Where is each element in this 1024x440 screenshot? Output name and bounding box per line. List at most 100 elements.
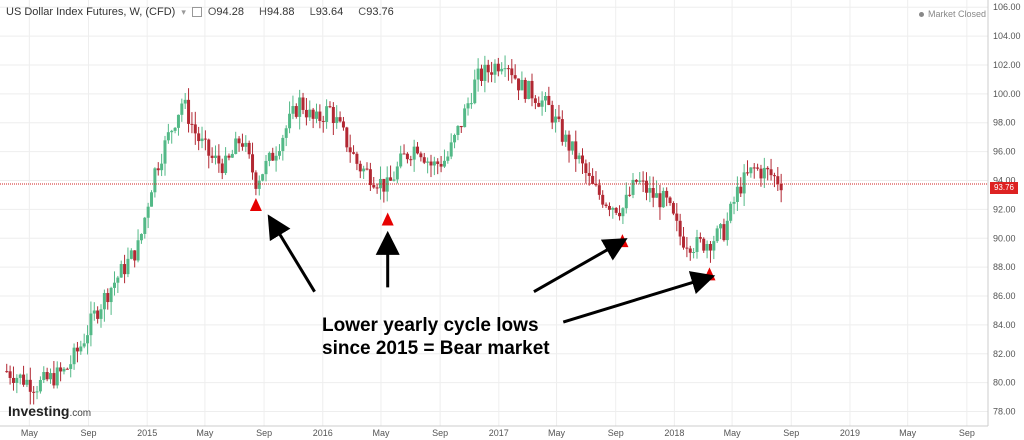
candle-body [537,102,541,107]
candle-body [550,104,554,123]
candle-body [729,203,733,221]
candle-body [163,140,167,164]
high-label: H [259,6,267,18]
candle-body [419,153,423,158]
candle-body [372,185,376,188]
candle-body [688,248,692,253]
candle-body [500,68,504,72]
instrument-title[interactable]: US Dollar Index Futures, W, (CFD) [6,6,176,18]
logo-text: Investing [8,403,70,419]
candle-body [577,155,581,160]
x-tick-label: Sep [959,428,975,438]
candle-body [210,155,214,158]
chevron-down-icon[interactable]: ▾ [181,6,186,17]
candle-body [769,169,773,176]
candle-body [523,79,527,99]
candle-body [213,155,217,158]
candle-body [96,310,100,319]
candle-body [405,153,409,160]
candle-body [705,243,709,251]
candle-body [139,233,143,241]
candle-body [439,163,443,167]
candle-body [281,137,285,152]
candle-body [237,138,241,144]
candle-body [160,163,164,171]
candle-body [456,125,460,135]
candle-body [459,125,463,128]
candle-body [190,123,194,125]
y-tick-label: 102.00 [993,60,1021,70]
y-tick-label: 88.00 [993,262,1016,272]
candle-body [618,212,622,217]
candle-body [52,373,56,386]
candle-body [183,99,187,104]
candle-body [426,161,430,163]
candle-body [389,177,393,181]
candle-body [321,120,325,122]
x-tick-label: May [196,428,214,438]
candle-body [35,391,39,393]
candle-body [193,124,197,134]
candle-body [453,134,457,143]
candle-body [99,309,103,319]
candle-body [251,154,255,173]
annotation-line-2: since 2015 = Bear market [322,338,550,359]
candle-body [146,206,150,218]
candle-body [648,187,652,193]
candle-body [11,377,15,383]
candle-body [463,108,467,128]
candle-body [449,142,453,157]
candle-body [432,161,436,166]
candle-body [655,193,659,198]
x-tick-label: 2017 [489,428,509,438]
candle-body [129,250,133,259]
annotation-arrow [267,214,316,293]
candle-body [89,313,93,336]
annotation-line-1: Lower yearly cycle lows [322,315,539,336]
candle-body [143,217,147,234]
low-label: L [309,6,316,18]
candle-body [220,163,224,174]
candle-body [607,205,611,210]
candle-body [301,97,305,110]
candle-body [392,179,396,181]
candle-body [527,80,531,99]
candle-body [126,258,130,275]
candle-body [554,116,558,123]
settings-box-icon[interactable] [191,7,202,17]
candle-body [702,238,706,251]
candle-body [345,127,349,148]
candle-body [570,141,574,151]
candle-body [335,117,339,124]
candle-body [446,156,450,161]
candle-body [719,224,723,229]
candle-body [22,374,26,385]
candle-body [136,240,140,261]
candle-body [244,142,248,147]
candle-body [62,368,66,372]
candle-body [247,142,251,155]
cycle-low-marker [381,212,394,226]
candle-body [291,106,295,114]
candle-body [42,372,46,380]
x-tick-label: May [724,428,742,438]
close-label: C [358,6,367,18]
candle-body [675,213,679,221]
candle-body [315,111,319,119]
candle-body [722,224,726,241]
candle-body [331,107,335,124]
candle-body [325,106,329,122]
candle-body [513,75,517,79]
candle-body [476,68,480,80]
candle-body [45,372,49,380]
candle-body [382,178,386,192]
candle-body [739,186,743,194]
candle-body [234,138,238,154]
y-tick-label: 82.00 [993,349,1016,359]
candle-body [479,68,483,82]
x-tick-label: Sep [608,428,624,438]
candle-body [597,185,601,195]
candle-body [661,190,665,208]
candle-body [385,177,389,192]
